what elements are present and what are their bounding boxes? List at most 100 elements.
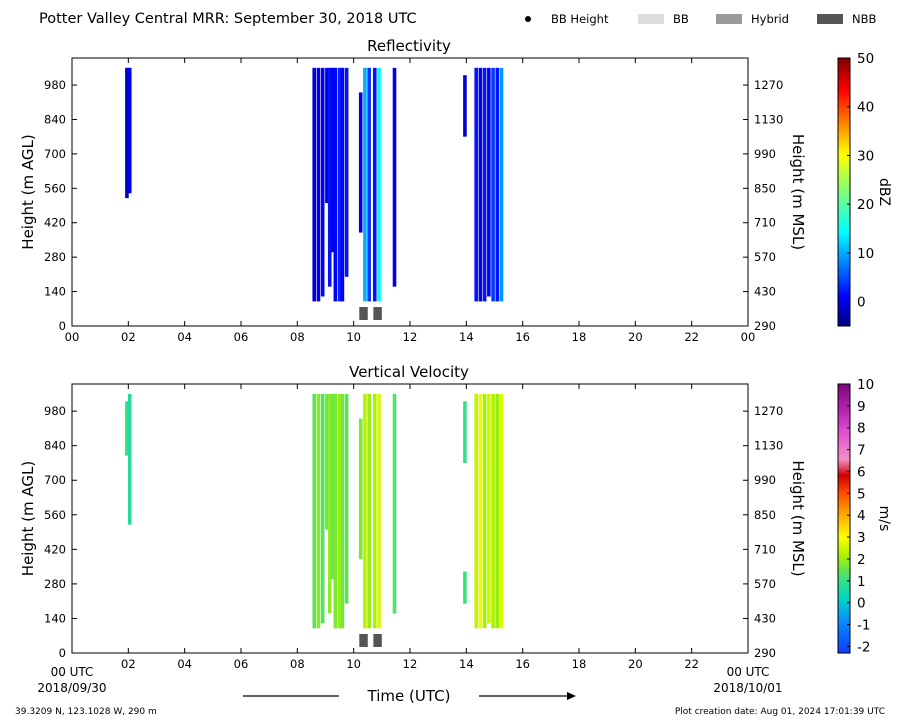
echo-column: [363, 393, 367, 629]
location-text: 39.3209 N, 123.1028 W, 290 m: [15, 707, 157, 717]
echo-column: [463, 571, 467, 604]
echo-column: [363, 67, 367, 302]
y-tick-label-right: 990: [754, 147, 776, 161]
colorbar-tick-label: 2: [857, 552, 866, 568]
colorbar-label: m/s: [876, 506, 892, 532]
y-axis-label-right: Height (m MSL): [789, 460, 807, 576]
echo-column: [377, 393, 381, 629]
creation-date-text: Plot creation date: Aug 01, 2024 17:01:3…: [675, 707, 885, 717]
echo-column: [491, 67, 495, 302]
colorbar-tick-label: 40: [857, 100, 874, 116]
x-tick-label: 12: [403, 657, 418, 671]
colorbar-tick-label: 8: [857, 421, 866, 437]
y-tick-label-left: 420: [44, 542, 66, 556]
panel-title: Reflectivity: [367, 37, 451, 55]
echo-column: [325, 393, 329, 530]
colorbar-tick-label: -1: [857, 618, 870, 634]
x-end-date: 2018/10/01: [713, 681, 782, 695]
colorbar-tick-label: 9: [857, 399, 866, 415]
colorbar-tick-label: 0: [857, 295, 866, 311]
x-tick-label: 22: [684, 657, 699, 671]
x-tick-label: 14: [459, 657, 474, 671]
x-tick-label: 08: [290, 657, 305, 671]
y-tick-label-left: 560: [44, 508, 66, 522]
colorbar-tick-label: 30: [857, 148, 874, 164]
y-tick-label-left: 840: [44, 439, 66, 453]
echo-column: [127, 67, 132, 194]
y-tick-label-left: 700: [44, 147, 66, 161]
x-start-date: 2018/09/30: [37, 681, 106, 695]
x-tick-label: 12: [403, 330, 418, 344]
legend-swatch-bb: [638, 14, 664, 24]
colorbar-tick-label: 7: [857, 443, 866, 459]
legend-label-bb-height: BB Height: [551, 12, 609, 26]
echo-column: [358, 418, 363, 560]
y-tick-label-right: 1130: [754, 112, 783, 126]
colorbar-tick-label: 4: [857, 508, 866, 524]
y-axis-label-left: Height (m AGL): [19, 134, 37, 249]
bb-type-marker-nbb: [359, 307, 368, 320]
x-tick-label: 04: [177, 657, 192, 671]
y-tick-label-left: 840: [44, 112, 66, 126]
y-tick-label-left: 140: [44, 611, 66, 625]
bb-type-marker-nbb: [359, 634, 368, 647]
y-tick-label-right: 710: [754, 216, 776, 230]
x-tick-label: 00: [741, 330, 756, 344]
echo-column: [125, 67, 129, 199]
echo-column: [127, 393, 132, 525]
echo-column: [487, 67, 491, 297]
x-start-time: 00 UTC: [51, 665, 94, 679]
x-tick-label: 00: [65, 330, 80, 344]
x-tick-label: 10: [346, 330, 361, 344]
colorbar-tick-label: 10: [857, 246, 874, 262]
echo-column: [392, 67, 397, 287]
echo-column: [372, 67, 377, 302]
echo-column: [327, 393, 332, 614]
y-tick-label-right: 570: [754, 250, 776, 264]
colorbar-tick-label: 50: [857, 51, 874, 67]
x-tick-label: 08: [290, 330, 305, 344]
colorbar: [837, 383, 851, 654]
colorbar: [837, 57, 851, 327]
echo-column: [392, 393, 397, 614]
echo-column: [312, 393, 317, 629]
time-arrow-right: [479, 692, 576, 700]
echo-column: [330, 67, 335, 253]
x-tick-label: 22: [684, 330, 699, 344]
echo-column: [337, 393, 342, 629]
x-tick-label: 18: [572, 330, 587, 344]
y-tick-label-right: 1270: [754, 404, 783, 418]
colorbar-tick-label: 20: [857, 197, 874, 213]
y-axis-label-right: Height (m MSL): [789, 134, 807, 250]
x-end-label: 00 UTC 2018/10/01: [713, 665, 782, 695]
echo-column: [344, 393, 349, 604]
echo-column: [367, 393, 371, 629]
y-tick-label-left: 420: [44, 216, 66, 230]
y-tick-label-right: 430: [754, 611, 776, 625]
echo-column: [316, 67, 321, 302]
bb-type-marker-nbb: [373, 307, 382, 320]
echo-column: [367, 67, 371, 302]
echo-column: [340, 393, 345, 629]
y-tick-label-left: 280: [44, 577, 66, 591]
echo-column: [499, 67, 504, 302]
legend-label-hybrid: Hybrid: [751, 12, 789, 26]
colorbar-tick-label: 6: [857, 464, 866, 480]
legend: BB Height BB Hybrid NBB: [525, 12, 876, 26]
echo-column: [478, 67, 483, 302]
x-tick-label: 20: [628, 657, 643, 671]
x-tick-label: 14: [459, 330, 474, 344]
x-tick-label: 02: [121, 330, 136, 344]
colorbar-tick-label: 3: [857, 530, 866, 546]
x-tick-label: 06: [234, 330, 249, 344]
echo-column: [495, 67, 500, 302]
x-tick-label: 20: [628, 330, 643, 344]
y-tick-label-left: 980: [44, 404, 66, 418]
x-tick-label: 18: [572, 657, 587, 671]
y-tick-label-right: 290: [754, 319, 776, 333]
echo-column: [463, 75, 467, 137]
y-tick-label-left: 140: [44, 285, 66, 299]
echo-column: [358, 92, 363, 233]
